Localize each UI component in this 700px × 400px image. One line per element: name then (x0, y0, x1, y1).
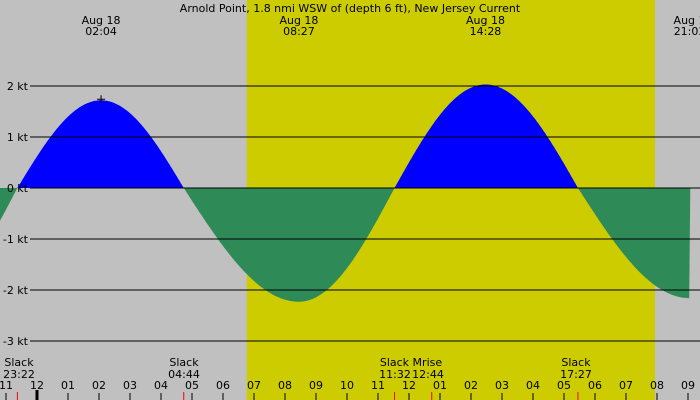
hour-tick-label: 03 (123, 379, 137, 392)
peak-date-label: Aug 18 (279, 14, 318, 27)
hour-tick-label: 06 (588, 379, 602, 392)
slack-time: 23:22 (3, 368, 35, 381)
hour-tick-label: 07 (247, 379, 261, 392)
hour-tick-label: 05 (185, 379, 199, 392)
hour-tick-label: 07 (619, 379, 633, 392)
peak-time-label: 21:03 (674, 25, 700, 38)
flood-area (0, 84, 700, 188)
hour-tick-label: 12 (30, 379, 44, 392)
peak-date-label: Aug 18 (466, 14, 505, 27)
event-markers (16, 390, 579, 400)
y-tick-label: 0 kt (7, 182, 29, 195)
peak-time-label: 02:04 (85, 25, 117, 38)
peak-time-label: 08:27 (283, 25, 315, 38)
y-tick-label: -1 kt (3, 233, 29, 246)
peak-time-label: 14:28 (470, 25, 502, 38)
ebb-area (0, 188, 700, 302)
hour-tick-label: 10 (340, 379, 354, 392)
hour-tick-label: 02 (92, 379, 106, 392)
hour-tick-label: 09 (681, 379, 695, 392)
hour-tick-label: 01 (61, 379, 75, 392)
y-tick-label: 1 kt (7, 131, 29, 144)
y-tick-labels: 2 kt 1 kt 0 kt -1 kt -2 kt -3 kt (3, 80, 29, 348)
hour-tick-label: 11 (0, 379, 13, 392)
hour-tick-label: 08 (650, 379, 664, 392)
slack-label: Slack (4, 356, 34, 369)
hour-tick-label: 11 (371, 379, 385, 392)
moonrise-time: 12:44 (412, 368, 444, 381)
slack-time: 17:27 (560, 368, 592, 381)
slack-time: 11:32 (379, 368, 411, 381)
hour-tick-label: 02 (464, 379, 478, 392)
peak-date-label: Aug 1 (674, 14, 700, 27)
hour-tick-label: 05 (557, 379, 571, 392)
peak-marker (97, 95, 106, 104)
current-areas (0, 84, 700, 302)
hour-tick-label: 12 (402, 379, 416, 392)
hour-tick-label: 03 (495, 379, 509, 392)
slack-time: 04:44 (168, 368, 200, 381)
y-tick-label: -3 kt (3, 335, 29, 348)
hour-tick-label: 04 (526, 379, 540, 392)
chart-title: Arnold Point, 1.8 nmi WSW of (depth 6 ft… (180, 2, 521, 15)
peak-markers (97, 95, 106, 104)
slack-label: Slack (169, 356, 199, 369)
hour-tick-label: 06 (216, 379, 230, 392)
hour-tick-label: 08 (278, 379, 292, 392)
hour-tick-label: 04 (154, 379, 168, 392)
y-tick-label: -2 kt (3, 284, 29, 297)
hour-tick-label: 01 (433, 379, 447, 392)
slack-label: Slack (561, 356, 591, 369)
hour-tick-label: 09 (309, 379, 323, 392)
peak-date-label: Aug 18 (82, 14, 121, 27)
hour-tick-labels: 11 12 01 02 03 04 05 06 07 08 09 10 11 12 01 02 03 04 05 06… (0, 379, 695, 400)
slack-mrise-label: Slack Mrise (380, 356, 442, 369)
grid-lines (30, 85, 700, 342)
y-tick-label: 2 kt (7, 80, 29, 93)
